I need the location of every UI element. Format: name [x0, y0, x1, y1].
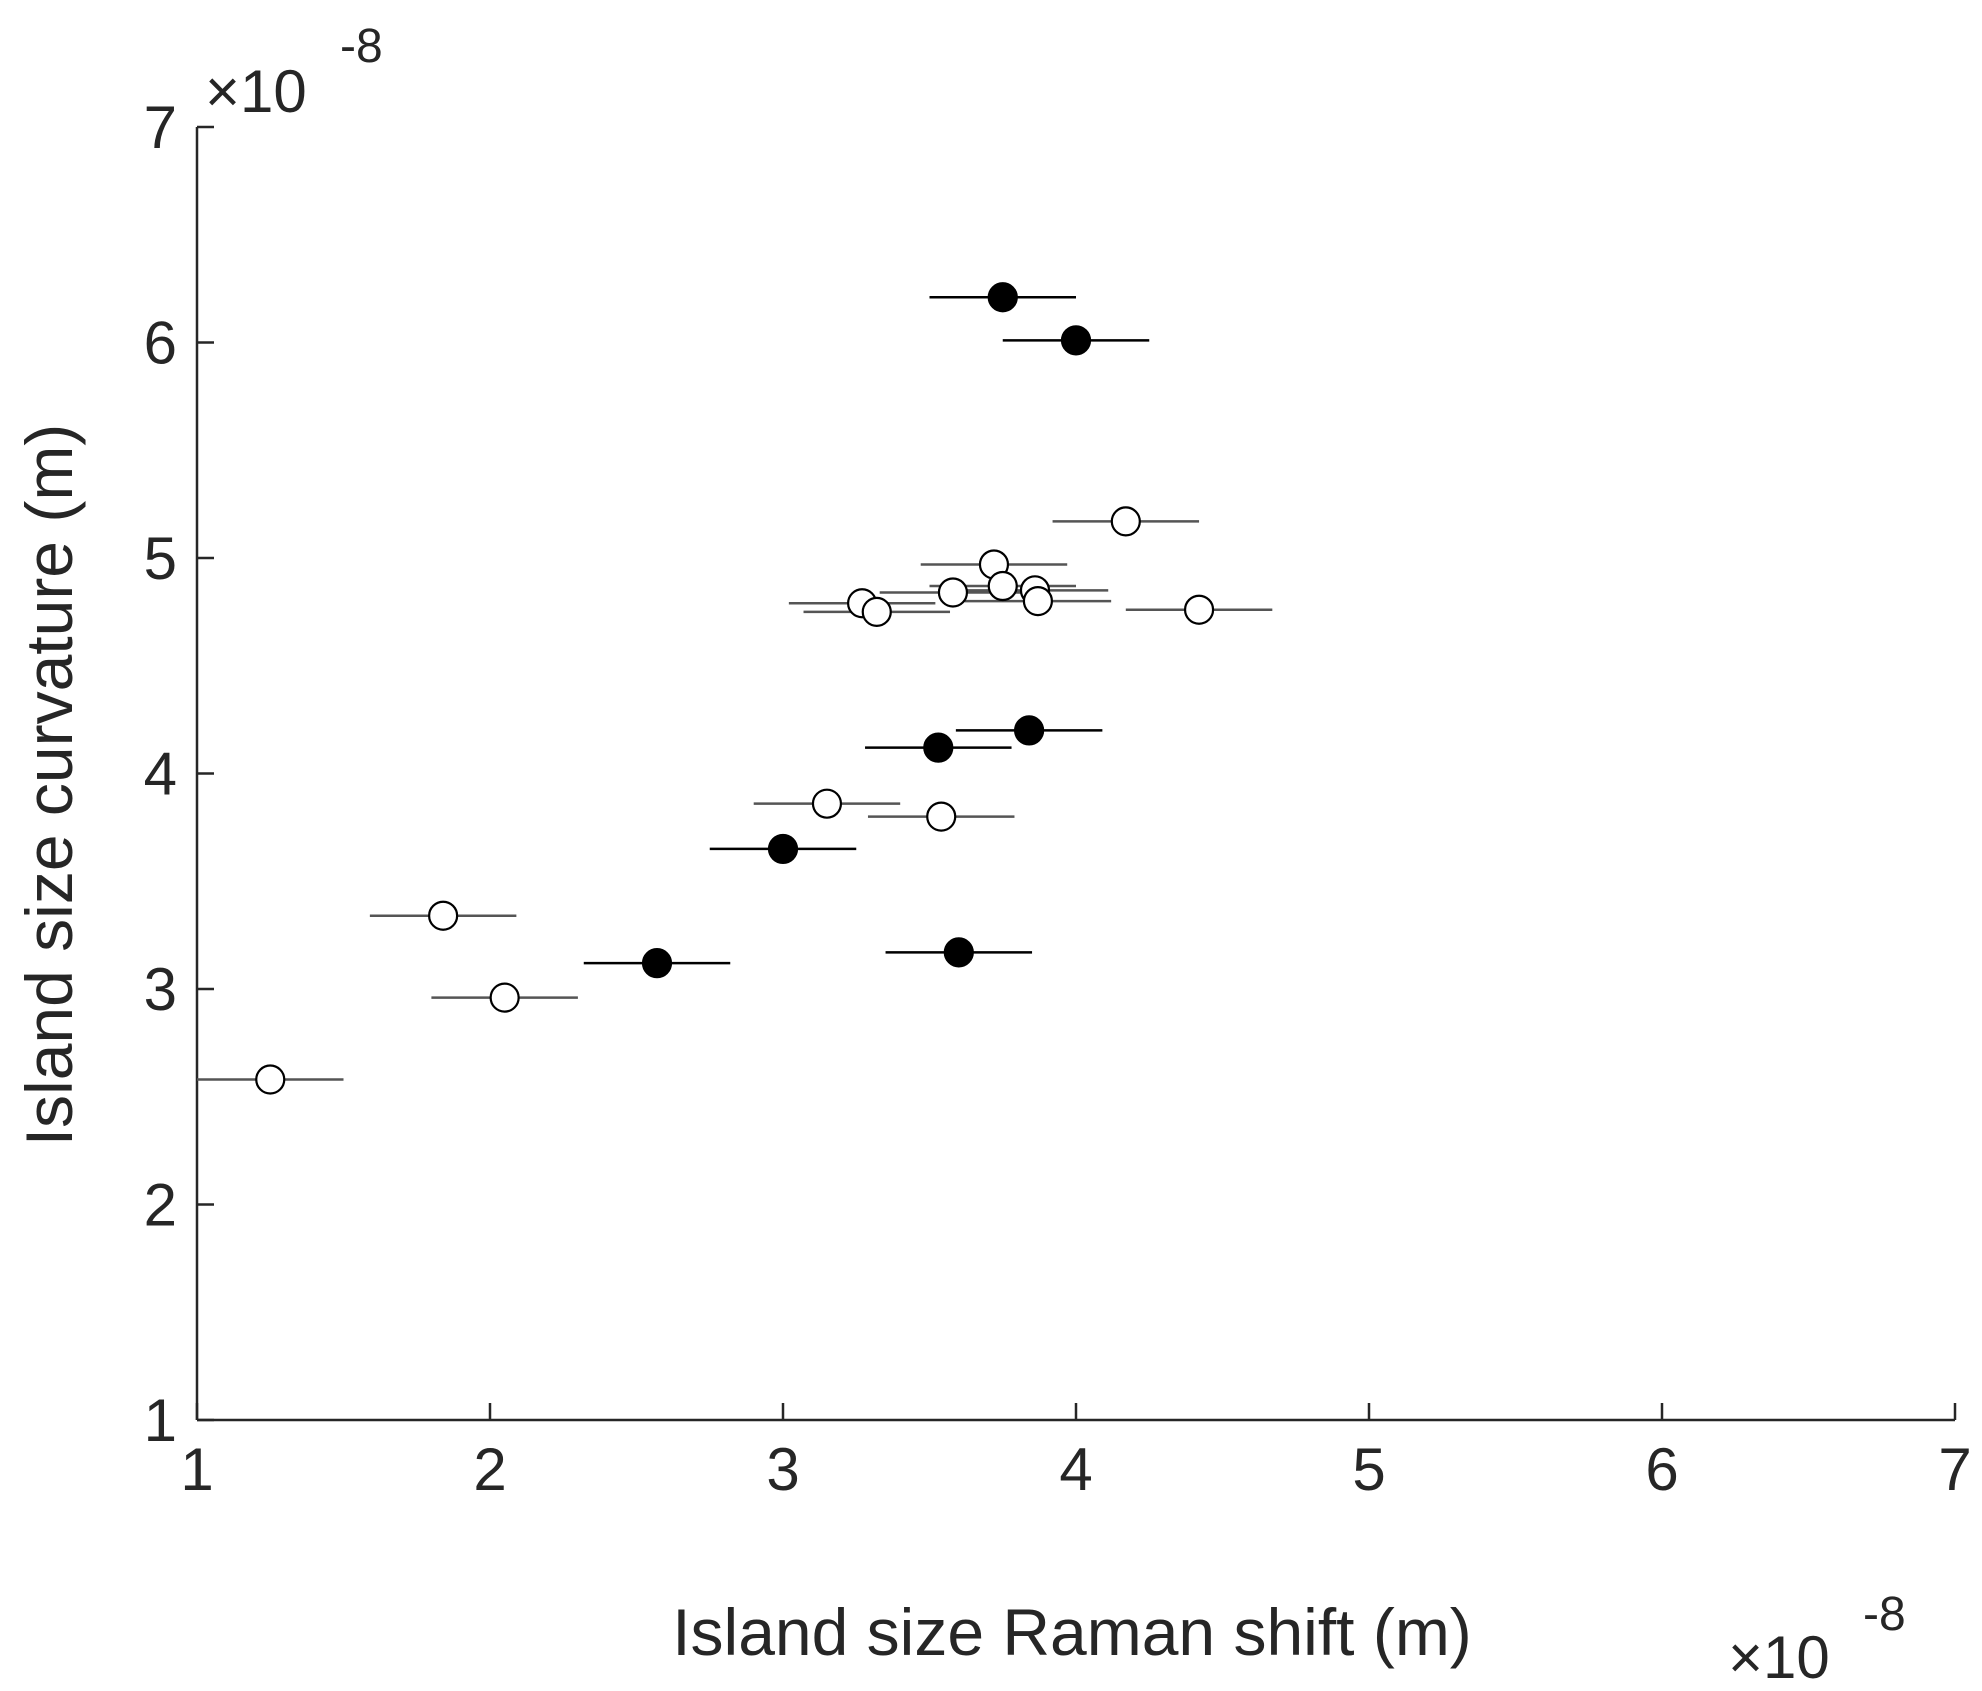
y-tick-label: 4: [144, 741, 177, 808]
open-data-point: [489, 982, 520, 1013]
filled-data-point: [987, 282, 1018, 313]
x-axis-multiplier: ×10 -8: [1728, 1588, 1906, 1691]
x-tick-label: 2: [473, 1436, 506, 1503]
open-data-point: [926, 801, 957, 832]
filled-data-point: [943, 937, 974, 968]
y-tick-label: 6: [144, 310, 177, 377]
open-data-point: [987, 570, 1018, 602]
open-data-point: [937, 577, 969, 608]
open-data-point: [811, 788, 843, 819]
open-data-point: [255, 1064, 286, 1095]
x-tick-label: 7: [1938, 1436, 1971, 1503]
filled-data-point: [1060, 325, 1092, 356]
y-multiplier-exponent: -8: [340, 20, 383, 73]
y-multiplier-base: ×10: [205, 58, 307, 125]
x-tick-label: 1: [180, 1436, 213, 1503]
axes: [195, 127, 1955, 1422]
data-points: [255, 282, 1215, 1095]
open-data-point: [1110, 506, 1141, 537]
y-tick-label: 1: [144, 1387, 177, 1454]
open-data-point: [861, 596, 892, 627]
x-tick-label: 6: [1645, 1436, 1678, 1503]
x-tick-label: 5: [1352, 1436, 1385, 1503]
x-axis-label: Island size Raman shift (m): [672, 1595, 1472, 1669]
filled-data-point: [767, 833, 799, 865]
y-axis-multiplier: ×10 -8: [205, 20, 383, 125]
y-axis-label: Island size curvature (m): [12, 424, 86, 1147]
open-data-point: [428, 900, 459, 931]
error-bars: [197, 295, 1273, 1081]
y-tick-label: 5: [144, 525, 177, 592]
filled-data-point: [1014, 715, 1045, 746]
x-multiplier-base: ×10: [1728, 1624, 1830, 1691]
ticks: 1 2 3 4 5 6 7 1 2 3 4 5 6 7: [144, 94, 1972, 1503]
y-tick-label: 7: [144, 94, 177, 161]
open-data-point: [1022, 585, 1054, 617]
x-tick-label: 3: [766, 1436, 799, 1503]
y-tick-label: 2: [144, 1172, 177, 1239]
filled-data-point: [923, 732, 954, 763]
x-multiplier-exponent: -8: [1863, 1588, 1906, 1641]
filled-data-point: [641, 948, 673, 979]
open-data-point: [1183, 594, 1215, 625]
y-tick-label: 3: [144, 956, 177, 1023]
x-tick-label: 4: [1059, 1436, 1092, 1503]
